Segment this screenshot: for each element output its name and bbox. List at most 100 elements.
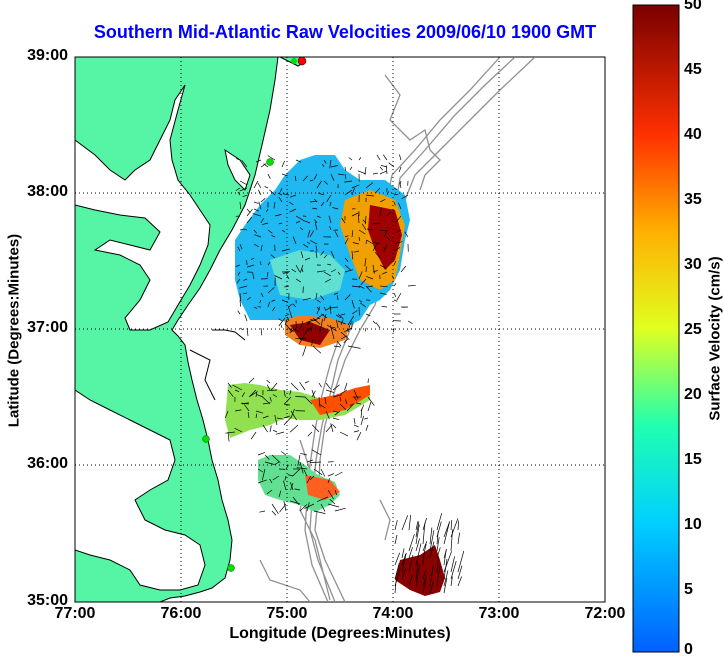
velocity-arrow [436, 547, 441, 559]
velocity-arrow [344, 327, 353, 333]
velocity-arrow [269, 396, 272, 402]
velocity-arrow [358, 299, 363, 303]
velocity-arrow [329, 201, 332, 207]
velocity-arrow [246, 208, 251, 213]
velocity-arrow [316, 299, 321, 303]
velocity-arrow [312, 207, 318, 210]
velocity-arrow [311, 390, 316, 398]
velocity-arrow [393, 247, 401, 252]
velocity-arrow [235, 187, 241, 191]
velocity-arrow [253, 306, 258, 310]
velocity-arrow [260, 261, 262, 266]
velocity-arrow [394, 552, 401, 566]
velocity-arrow [302, 243, 309, 248]
velocity-arrow [235, 264, 241, 267]
velocity-arrow [329, 159, 332, 169]
velocity-arrow [344, 264, 351, 271]
station-marker-green[interactable] [266, 158, 274, 166]
velocity-arrow [316, 306, 321, 315]
station-marker-red[interactable] [297, 57, 307, 66]
velocity-arrow [334, 231, 339, 238]
velocity-arrow [237, 246, 241, 252]
velocity-arrow [304, 257, 311, 261]
grid-lines [75, 57, 605, 602]
velocity-arrow [340, 313, 346, 316]
velocity-arrow [239, 243, 243, 250]
colorbar-tick-label: 15 [684, 451, 702, 468]
velocity-arrow [365, 285, 372, 293]
velocity-arrow [290, 408, 295, 419]
velocity-arrow [267, 173, 271, 179]
velocity-arrow [429, 581, 434, 594]
velocity-arrow [326, 324, 337, 332]
velocity-arrow [255, 391, 258, 398]
velocity-arrow [283, 480, 287, 491]
velocity-arrow [320, 503, 326, 512]
x-tick-label: 74:00 [372, 605, 414, 622]
velocity-arrow [294, 488, 301, 491]
velocity-arrow [304, 380, 310, 384]
velocity-arrow [332, 384, 340, 391]
velocity-arrow [385, 165, 388, 175]
colorbar-tick-label: 40 [684, 126, 702, 143]
velocity-arrow [443, 549, 447, 566]
velocity-arrow [320, 295, 325, 301]
velocity-arrow [394, 520, 398, 531]
velocity-arrow [287, 474, 294, 477]
station-marker-green[interactable] [291, 58, 297, 64]
velocity-arrow [360, 408, 363, 419]
hf-radar-stations [202, 57, 307, 572]
velocity-arrow [372, 172, 378, 175]
velocity-arrow [323, 159, 327, 164]
station-marker-green[interactable] [202, 435, 210, 443]
velocity-arrow [327, 503, 340, 508]
velocity-arrow [327, 489, 334, 500]
velocity-arrow [353, 417, 356, 424]
velocity-arrow [252, 213, 262, 217]
velocity-arrow [262, 396, 271, 405]
station-marker-green[interactable] [227, 564, 235, 572]
velocity-arrow [302, 175, 308, 182]
velocity-arrow [415, 521, 420, 538]
velocity-arrow [324, 397, 327, 405]
velocity-arrow [237, 271, 241, 276]
velocity-arrow [381, 271, 388, 275]
velocity-arrow [249, 389, 257, 397]
velocity-arrow [284, 285, 290, 288]
velocity-arrow [351, 184, 360, 189]
velocity-arrow [239, 299, 241, 307]
velocity-arrow [379, 285, 388, 288]
velocity-arrow [361, 223, 367, 231]
velocity-arrow [388, 162, 395, 168]
velocity-arrow [289, 424, 299, 433]
velocity-arrow [401, 568, 407, 580]
velocity-arrow [309, 179, 314, 182]
velocity-arrow [333, 292, 339, 295]
velocity-arrow [393, 327, 395, 333]
velocity-arrow [288, 327, 294, 332]
velocity-arrow [289, 389, 292, 395]
y-tick-label: 38:00 [27, 183, 68, 200]
velocity-patch-hatteras-north-core [305, 475, 340, 500]
velocity-arrow [246, 209, 253, 217]
velocity-arrow [379, 292, 387, 295]
velocity-arrow [285, 464, 289, 470]
velocity-arrow [282, 193, 290, 196]
velocity-arrow [344, 238, 349, 245]
velocity-arrow [343, 338, 349, 343]
velocity-arrow [334, 410, 341, 416]
velocity-arrow [277, 192, 283, 196]
velocity-arrow [330, 165, 338, 168]
velocity-arrow [394, 581, 397, 594]
velocity-arrow [257, 452, 266, 456]
velocity-arrow [313, 510, 326, 514]
velocity-arrow [315, 292, 318, 300]
velocity-arrow [408, 547, 413, 559]
velocity-arrow [329, 305, 332, 315]
velocity-arrow [457, 550, 465, 573]
velocity-arrow [278, 318, 283, 322]
velocity-arrow [266, 489, 273, 495]
velocity-arrow [302, 297, 312, 301]
velocity-arrow [347, 323, 351, 333]
velocity-arrow [258, 201, 262, 210]
